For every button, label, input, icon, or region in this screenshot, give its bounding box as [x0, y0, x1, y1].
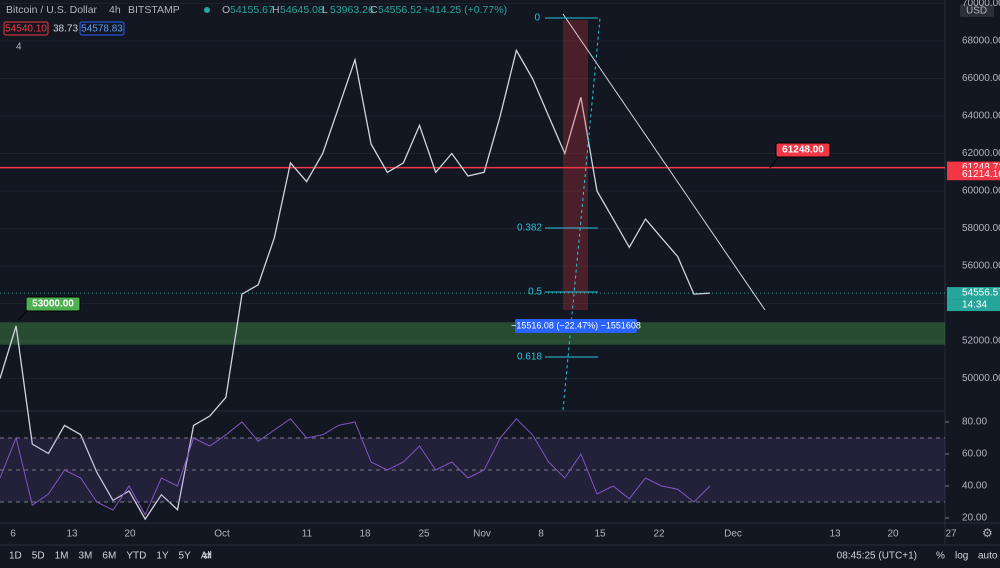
callout — [25, 296, 81, 312]
badge — [3, 21, 49, 36]
ohlc-value: 53963.26 — [330, 4, 374, 16]
y-tick-label: 70000.00 — [962, 0, 1000, 9]
measure-label: −15516.08 (−22.47%) −1551608 — [511, 320, 641, 330]
fib-label: 0.5 — [528, 287, 542, 298]
trendline — [562, 13, 766, 311]
price-tag — [947, 168, 1000, 181]
range-button[interactable]: 5Y — [179, 551, 192, 562]
ohlc-value: 54155.67 — [230, 4, 274, 16]
y-tick-label: 50000.00 — [962, 373, 1000, 384]
range-button[interactable]: YTD — [126, 551, 146, 562]
ohlc-key: C — [370, 4, 378, 16]
badge-label: 54540.10 — [5, 24, 47, 35]
ohlc-key: H — [272, 4, 280, 16]
fib-label: 0 — [534, 13, 540, 24]
currency-box[interactable] — [960, 4, 994, 17]
badge-label: 38.73 — [53, 24, 78, 35]
y-tick-label: 52000.00 — [962, 336, 1000, 347]
x-tick-label: Nov — [473, 529, 491, 540]
badge-label: 4 — [16, 42, 22, 53]
toolbar: 1D 5D 1M 3M 6M YTD 1Y 5Y All% log auto — [9, 551, 998, 562]
y-tick-label: 60000.00 — [962, 186, 1000, 197]
x-tick-label: 25 — [418, 529, 430, 540]
rsi-tick-label: 40.00 — [962, 481, 987, 492]
fib-label: 0.618 — [517, 352, 542, 363]
x-tick-label: 6 — [10, 529, 16, 540]
settings-icon[interactable]: ⚙ — [982, 526, 993, 540]
compare-icon[interactable]: ⇄ — [203, 551, 211, 562]
callout-label: 53000.00 — [32, 299, 74, 310]
callout-pointer — [17, 309, 29, 321]
callout-label: 61248.00 — [782, 145, 824, 156]
range-button[interactable]: 1D — [9, 551, 22, 562]
badge — [79, 21, 125, 36]
scale-option[interactable]: % — [936, 551, 945, 562]
countdown: 14:34 — [962, 300, 987, 311]
rsi-tick-label: 20.00 — [962, 513, 987, 524]
price-tag — [947, 287, 1000, 300]
y-tick-label: 56000.00 — [962, 261, 1000, 272]
x-tick-label: 20 — [124, 529, 136, 540]
clock: 08:45:25 (UTC+1) — [837, 551, 917, 562]
price-tag-label: 61248.71 — [962, 162, 1000, 173]
ohlc-value: 54645.08 — [280, 4, 324, 16]
measure-box — [515, 319, 637, 333]
ohlc-key: O — [222, 4, 230, 16]
zone — [0, 322, 945, 345]
range-button[interactable]: 3M — [79, 551, 93, 562]
x-tick-label: 13 — [829, 529, 841, 540]
status-dot — [204, 7, 210, 13]
change: +414.25 (+0.77%) — [423, 4, 507, 16]
x-tick-label: 20 — [887, 529, 899, 540]
badge-label: 54578.83 — [81, 24, 123, 35]
price-tag-label: 61214.16 — [962, 169, 1000, 180]
x-tick-label: Oct — [214, 529, 230, 540]
y-tick-label: 58000.00 — [962, 223, 1000, 234]
price-tag — [947, 299, 1000, 312]
scale-option[interactable]: log — [955, 551, 968, 562]
rsi-tick-label: 80.00 — [962, 417, 987, 428]
y-tick-label: 66000.00 — [962, 73, 1000, 84]
rsi-tick-label: 60.00 — [962, 449, 987, 460]
price-tag-label: 54556.57 — [962, 288, 1000, 299]
x-tick-label: 8 — [538, 529, 544, 540]
x-tick-label: 15 — [594, 529, 606, 540]
scale-option[interactable]: auto — [978, 551, 998, 562]
x-tick-label: Dec — [724, 529, 742, 540]
ohlc-value: 54556.52 — [378, 4, 422, 16]
range-button[interactable]: 5D — [32, 551, 45, 562]
range-button[interactable]: 1Y — [156, 551, 169, 562]
price-line — [0, 48, 711, 521]
x-tick-label: 13 — [66, 529, 78, 540]
y-tick-label: 68000.00 — [962, 36, 1000, 47]
range-box — [563, 20, 588, 310]
y-tick-label: 62000.00 — [962, 148, 1000, 159]
x-tick-label: 11 — [302, 529, 313, 540]
fib-label: 0.382 — [517, 223, 542, 234]
range-button[interactable]: 6M — [102, 551, 116, 562]
interval: 4h — [109, 4, 121, 16]
ohlc-key: L — [322, 4, 328, 16]
y-tick-label: 64000.00 — [962, 111, 1000, 122]
x-tick-label: 22 — [653, 529, 665, 540]
x-tick-label: 27 — [945, 529, 957, 540]
range-button[interactable]: 1M — [55, 551, 69, 562]
rsi-line — [0, 418, 711, 516]
range-button[interactable]: All — [201, 551, 212, 562]
callout — [775, 142, 831, 158]
currency[interactable]: USD — [966, 6, 987, 17]
exchange: BITSTAMP — [128, 4, 180, 16]
x-tick-label: 18 — [359, 529, 371, 540]
symbol: Bitcoin / U.S. Dollar — [6, 4, 98, 16]
